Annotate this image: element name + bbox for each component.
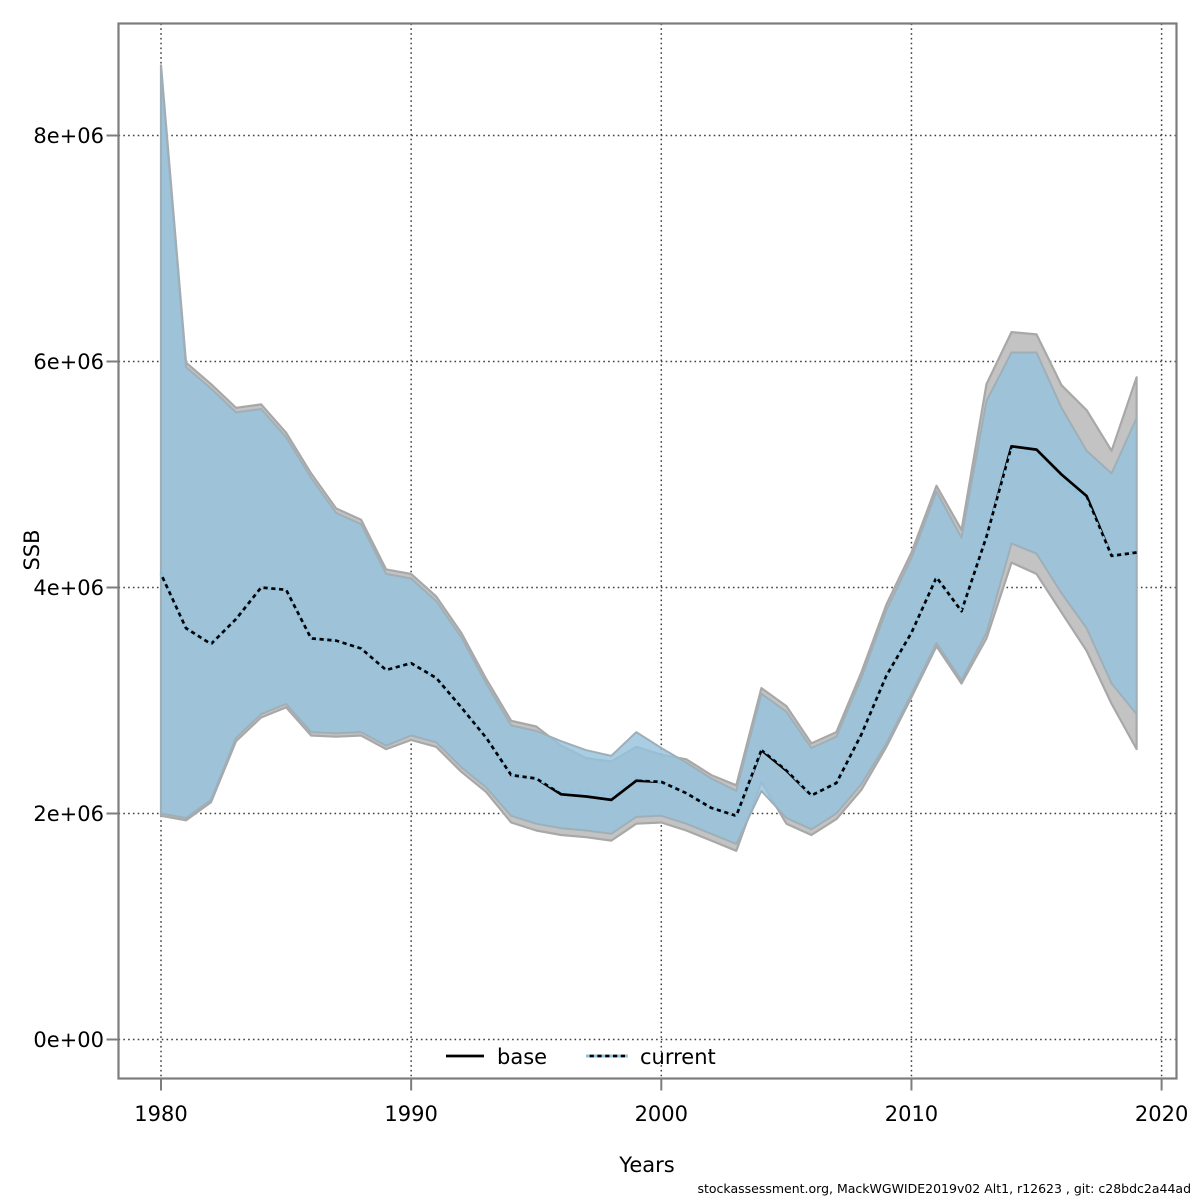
plot-border <box>117 22 1178 1080</box>
x-tick-label: 2000 <box>635 1102 688 1126</box>
legend-base-label: base <box>497 1045 547 1069</box>
median-lines <box>159 444 1137 818</box>
y-axis-title: SSB <box>20 529 44 570</box>
legend-current-label: current <box>640 1045 716 1069</box>
base-median-line <box>159 444 1137 818</box>
x-axis-title: Years <box>618 1153 674 1177</box>
current-confidence-band <box>160 67 1138 845</box>
axes: 1980 1990 2000 2010 2020 0e+00 2e+06 4e+06 6e+06… <box>33 124 1188 1126</box>
y-tick-label: 4e+06 <box>33 576 104 600</box>
footer-attribution: stockassessment.org, MackWGWIDE2019v02 A… <box>698 1181 1192 1196</box>
y-tick-label: 6e+06 <box>33 350 104 374</box>
confidence-bands <box>159 64 1138 852</box>
y-tick-label: 0e+00 <box>33 1028 104 1052</box>
legend: base current <box>446 1045 716 1069</box>
y-tick-label: 2e+06 <box>33 802 104 826</box>
x-tick-label: 1980 <box>134 1102 187 1126</box>
x-tick-label: 2020 <box>1135 1102 1188 1126</box>
x-tick-label: 1990 <box>384 1102 437 1126</box>
y-tick-label: 8e+06 <box>33 124 104 148</box>
x-tick-label: 2010 <box>885 1102 938 1126</box>
